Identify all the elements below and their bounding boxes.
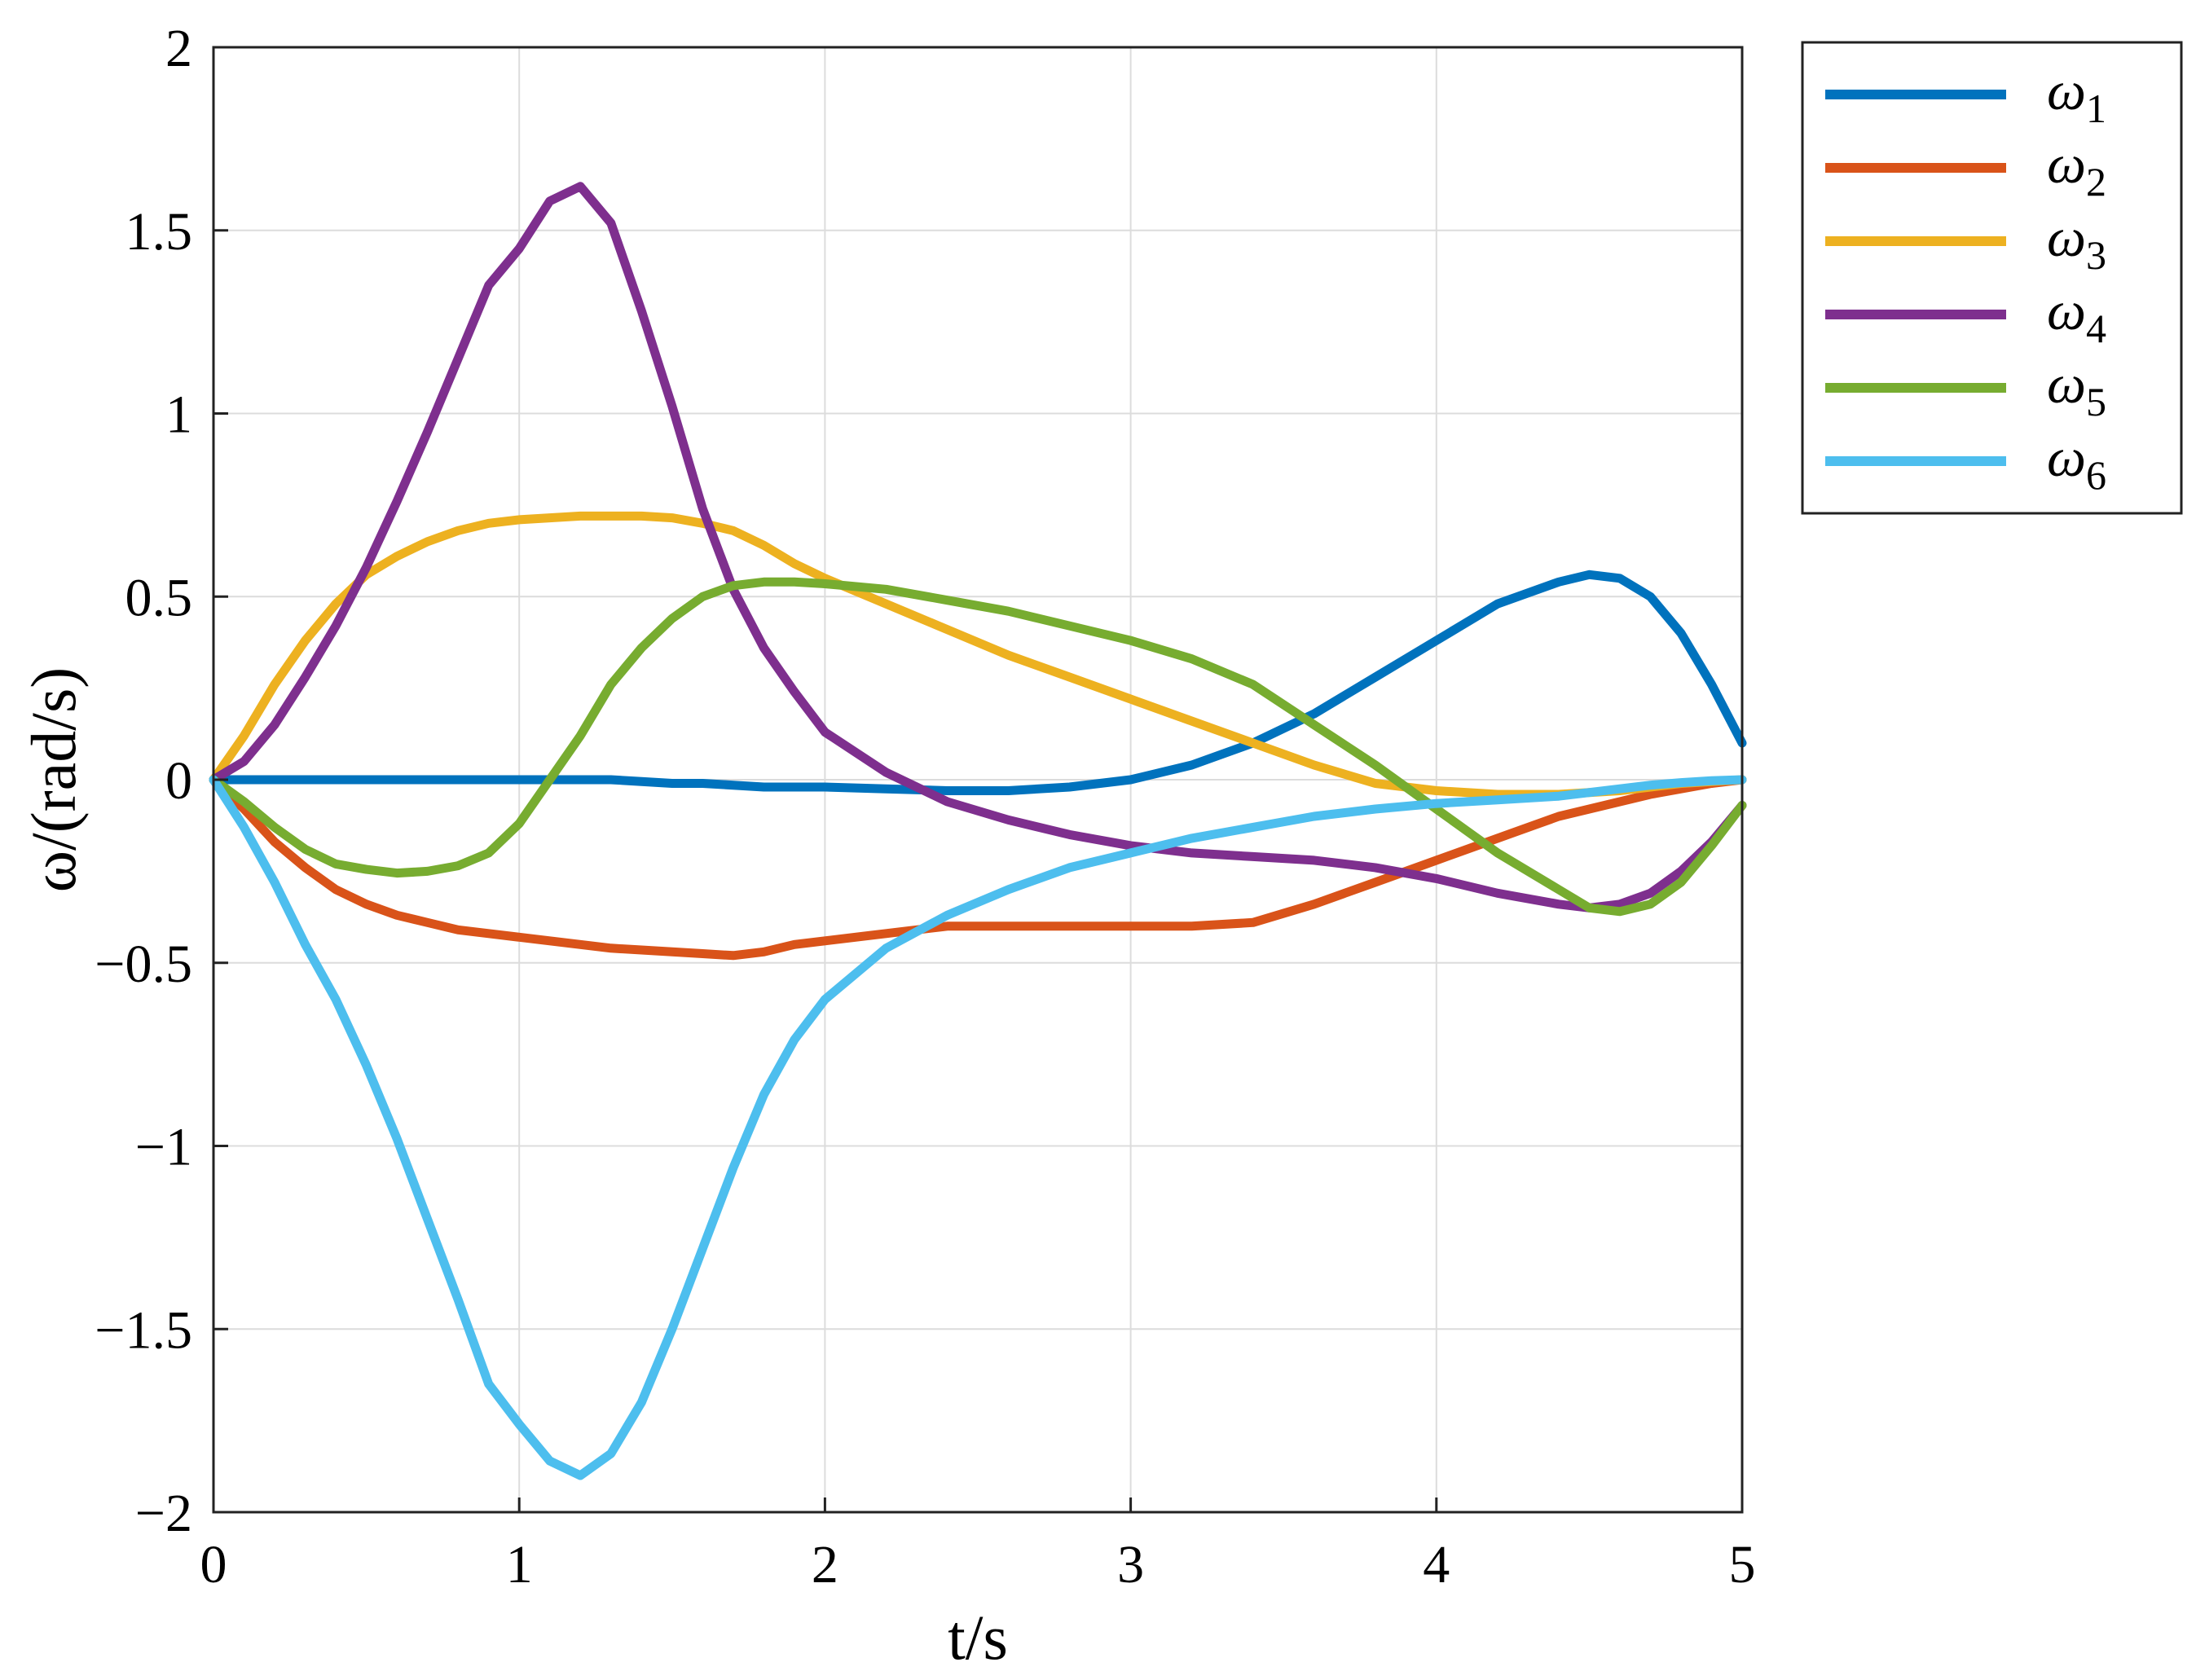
y-tick-label: −1.5 [95, 1300, 192, 1360]
y-tick-label: −1 [135, 1118, 192, 1177]
series-line-omega-5 [209, 577, 1747, 917]
y-tick-label: −2 [135, 1484, 192, 1543]
series-line-omega-6 [209, 775, 1747, 1480]
y-tick-label: 1.5 [125, 202, 193, 262]
legend-label-subscript: 5 [2086, 379, 2106, 424]
x-tick-label: 4 [1423, 1535, 1450, 1594]
legend-label-subscript: 1 [2086, 86, 2106, 131]
series-line-omega-1 [209, 570, 1747, 795]
x-axis-title: t/s [948, 1602, 1008, 1673]
y-axis-title: ω/(rad/s) [18, 667, 89, 893]
x-tick-label: 0 [200, 1535, 227, 1594]
legend-label: ω4 [2047, 279, 2106, 351]
legend-label-subscript: 2 [2086, 159, 2106, 205]
legend-box [1801, 41, 2183, 515]
y-tick-label: 2 [165, 19, 192, 78]
axis-ticks: 0 1 2 3 4 5 −2 −1.5 −1 −0.5 0 0.5 1 1.5 2 [95, 19, 1755, 1594]
legend-label-subscript: 6 [2086, 452, 2106, 498]
series-lines [209, 182, 1747, 1480]
y-tick-label: 1 [165, 385, 192, 445]
x-tick-label: 1 [506, 1535, 533, 1594]
legend-label-subscript: 4 [2086, 306, 2106, 351]
series-line-omega-2 [209, 775, 1747, 961]
x-tick-label: 3 [1117, 1535, 1144, 1594]
y-tick-label: 0 [165, 751, 192, 811]
x-tick-label: 2 [812, 1535, 838, 1594]
x-tick-label: 5 [1729, 1535, 1756, 1594]
series-line-omega-4 [209, 182, 1747, 913]
y-tick-label: 0.5 [125, 568, 193, 627]
legend-label: ω1 [2047, 59, 2106, 131]
legend-label-subscript: 3 [2086, 232, 2106, 278]
y-tick-label: −0.5 [95, 935, 192, 994]
